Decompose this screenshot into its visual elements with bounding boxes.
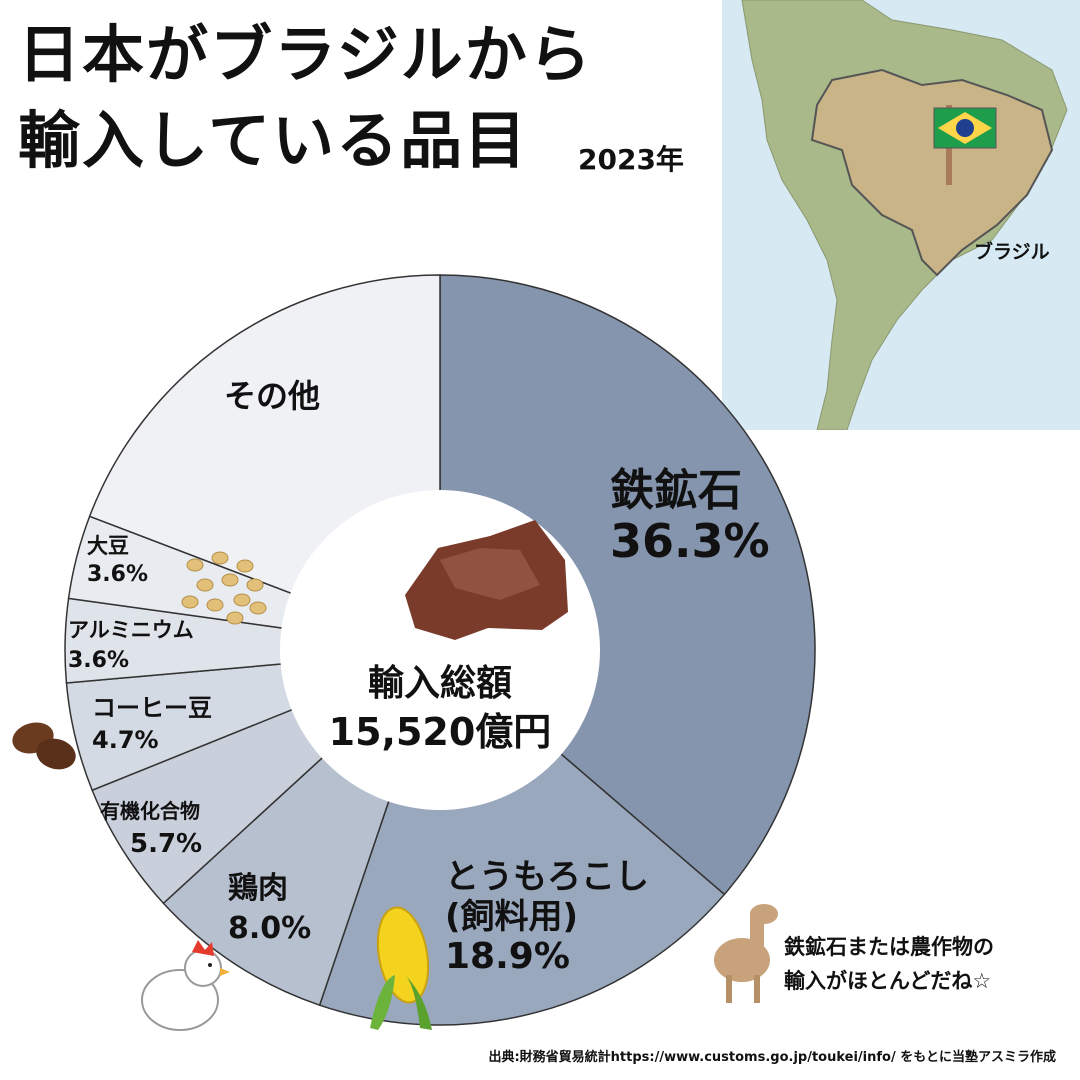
center-total-label: 輸入総額 <box>368 663 512 704</box>
label-soybeans-pct: 3.6% <box>87 562 148 587</box>
south-america-map: ブラジル <box>722 0 1080 430</box>
label-soybeans-name: 大豆 <box>87 534 129 558</box>
slice-iron-ore <box>439 274 816 896</box>
label-aluminium-pct: 3.6% <box>68 648 129 673</box>
speech-text: 鉄鉱石または農作物の 輸入がほとんどだね☆ <box>784 930 994 998</box>
brazil-label: ブラジル <box>974 240 1050 263</box>
label-coffee-beans-pct: 4.7% <box>92 726 159 754</box>
donut-hole <box>280 490 600 810</box>
source-note: 出典:財務省貿易統計https://www.customs.go.jp/touk… <box>488 1050 1056 1065</box>
chicken-icon <box>141 940 230 1031</box>
label-corn-name-1: (飼料用) <box>445 897 578 937</box>
chart-title-line1: 日本がブラジルから <box>18 18 593 91</box>
label-corn-name: とうもろこし <box>445 857 649 897</box>
brazil-flag-icon <box>933 105 997 185</box>
label-chicken-pct: 8.0% <box>228 911 311 946</box>
year-label: 2023年 <box>578 143 684 176</box>
label-organic-compounds-pct: 5.7% <box>130 829 202 859</box>
iron-ore-icon <box>405 520 568 640</box>
soybean-icon <box>181 551 267 625</box>
label-chicken-name: 鶏肉 <box>228 871 288 906</box>
label-iron-ore-pct: 36.3% <box>610 514 770 568</box>
label-coffee-beans-name: コーヒー豆 <box>92 694 212 722</box>
speech-line1: 鉄鉱石または農作物の <box>784 935 994 959</box>
label-other-name: その他 <box>224 377 320 415</box>
label-iron-ore-name: 鉄鉱石 <box>610 465 742 516</box>
label-corn-pct: 18.9% <box>445 936 570 977</box>
center-total-value: 15,520億円 <box>329 710 552 754</box>
llama-icon <box>714 904 778 1003</box>
label-organic-compounds-name: 有機化合物 <box>100 799 200 823</box>
coffee-bean-icon <box>12 722 76 770</box>
chart-title-line2: 輸入している品目 <box>18 104 529 177</box>
corn-icon <box>370 906 432 1030</box>
label-aluminium-name: アルミニウム <box>68 618 194 642</box>
speech-line2: 輸入がほとんどだね☆ <box>784 969 992 993</box>
